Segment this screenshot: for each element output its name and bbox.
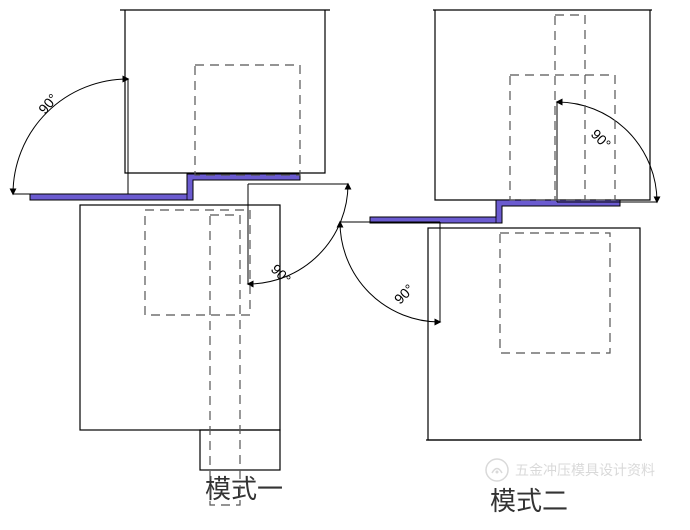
caption-mode-2: 模式二 <box>490 487 568 516</box>
angle-label: 90° <box>268 261 294 287</box>
angle-label: 90° <box>391 281 417 307</box>
angle-label: 90° <box>35 90 61 117</box>
angle-label: 90° <box>588 126 614 152</box>
workpiece <box>370 200 620 223</box>
workpiece <box>30 174 300 200</box>
caption-mode-1: 模式一 <box>205 475 283 504</box>
angle-bot-right: 90° <box>340 222 440 322</box>
angle-top-left: 90° <box>13 79 128 194</box>
angle-top-right: 90° <box>557 102 657 202</box>
angle-bot-left: 90° <box>248 184 348 287</box>
watermark: 五金冲压模具设计资料 <box>486 459 655 481</box>
watermark-text: 五金冲压模具设计资料 <box>515 462 655 478</box>
